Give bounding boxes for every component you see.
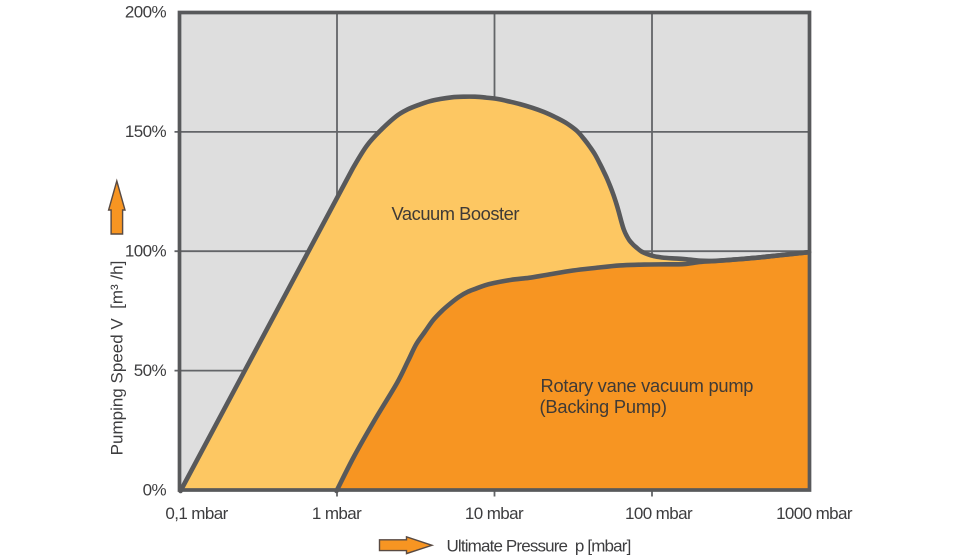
svg-text:(Backing Pump): (Backing Pump) — [540, 396, 667, 417]
svg-text:100 mbar: 100 mbar — [625, 504, 693, 523]
svg-text:50%: 50% — [134, 361, 167, 380]
svg-text:0,1 mbar: 0,1 mbar — [165, 504, 228, 523]
svg-text:Vacuum Booster: Vacuum Booster — [392, 203, 520, 224]
svg-text:200%: 200% — [125, 2, 167, 21]
svg-text:1000 mbar: 1000 mbar — [776, 504, 853, 523]
svg-text:10 mbar: 10 mbar — [465, 504, 524, 523]
svg-text:Rotary vane vacuum pump: Rotary vane vacuum pump — [541, 375, 754, 396]
svg-text:100%: 100% — [125, 242, 167, 261]
svg-text:Ultimate Pressure p [mbar]: Ultimate Pressure p [mbar] — [447, 537, 631, 556]
svg-text:150%: 150% — [125, 122, 167, 141]
svg-text:1 mbar: 1 mbar — [312, 504, 362, 523]
svg-text:Pumping Speed V [m³ /h]: Pumping Speed V [m³ /h] — [108, 261, 127, 456]
svg-text:0%: 0% — [143, 480, 167, 499]
